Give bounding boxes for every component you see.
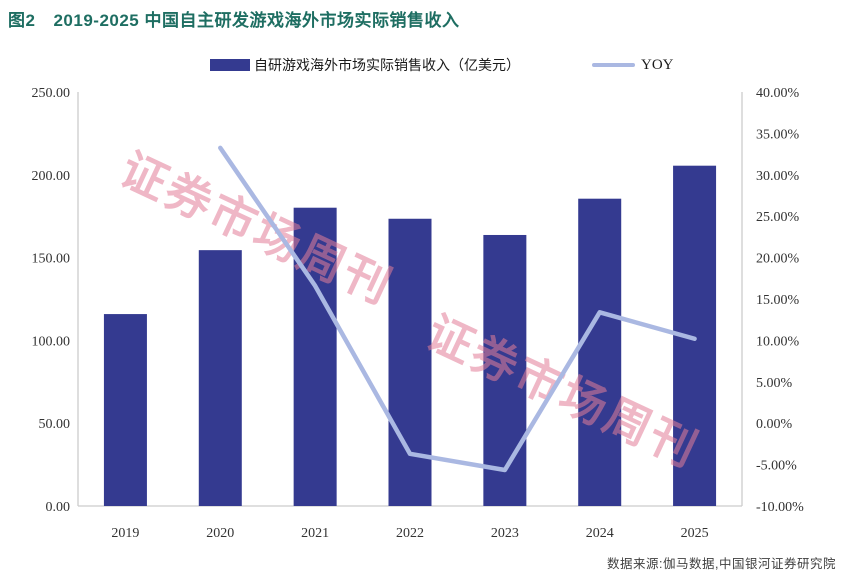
- y-axis-left-tick-label: 200.00: [32, 169, 71, 184]
- y-axis-right-tick-label: 0.00%: [756, 417, 793, 432]
- chart-legend: 自研游戏海外市场实际销售收入（亿美元） YOY: [210, 55, 674, 75]
- y-axis-right-tick-label: 10.00%: [756, 334, 800, 349]
- y-axis-right-tick-label: -10.00%: [756, 500, 804, 515]
- y-axis-left-tick-label: 250.00: [32, 86, 71, 101]
- figure-title-text: 2019-2025 中国自主研发游戏海外市场实际销售收入: [53, 11, 460, 30]
- figure-title: 图2 2019-2025 中国自主研发游戏海外市场实际销售收入: [8, 6, 460, 31]
- legend-line-swatch-icon: [592, 63, 635, 67]
- y-axis-right-tick-label: 30.00%: [756, 169, 800, 184]
- x-axis-tick-label: 2021: [301, 526, 329, 541]
- legend-bar-swatch-icon: [210, 59, 250, 71]
- y-axis-left-tick-label: 0.00: [46, 500, 71, 515]
- y-axis-right-tick-label: 20.00%: [756, 252, 800, 267]
- x-axis-tick-label: 2023: [491, 526, 519, 541]
- legend-bars-label: 自研游戏海外市场实际销售收入（亿美元）: [254, 57, 520, 73]
- bar-2020: [198, 250, 242, 506]
- bar-2021: [293, 207, 337, 507]
- bar-2023: [483, 234, 527, 506]
- watermark-text: 证券市场周刊: [113, 144, 401, 314]
- y-axis-right-tick-label: 15.00%: [756, 293, 800, 308]
- x-axis-tick-label: 2022: [396, 526, 424, 541]
- bar-2024: [578, 198, 622, 506]
- y-axis-right-tick-label: 40.00%: [756, 86, 800, 101]
- y-axis-right-tick-label: -5.00%: [756, 459, 797, 474]
- x-axis-tick-label: 2024: [586, 526, 614, 541]
- x-axis-tick-label: 2025: [681, 526, 709, 541]
- yoy-line: [218, 145, 697, 473]
- y-axis-right-tick-label: 35.00%: [756, 127, 800, 142]
- y-axis-right-tick-label: 5.00%: [756, 376, 793, 391]
- data-source-note: 数据来源:伽马数据,中国银河证券研究院: [607, 557, 836, 571]
- x-axis-tick-label: 2019: [111, 526, 139, 541]
- legend-line-label: YOY: [641, 56, 674, 73]
- y-axis-right-tick-label: 25.00%: [756, 210, 800, 225]
- x-axis-tick-label: 2020: [206, 526, 234, 541]
- bar-2022: [388, 218, 432, 506]
- figure-number: 图2: [8, 11, 36, 30]
- y-axis-left-tick-label: 150.00: [32, 252, 71, 267]
- y-axis-left-tick-label: 50.00: [39, 417, 71, 432]
- y-axis-left-tick-label: 100.00: [32, 334, 71, 349]
- bar-2019: [103, 314, 147, 506]
